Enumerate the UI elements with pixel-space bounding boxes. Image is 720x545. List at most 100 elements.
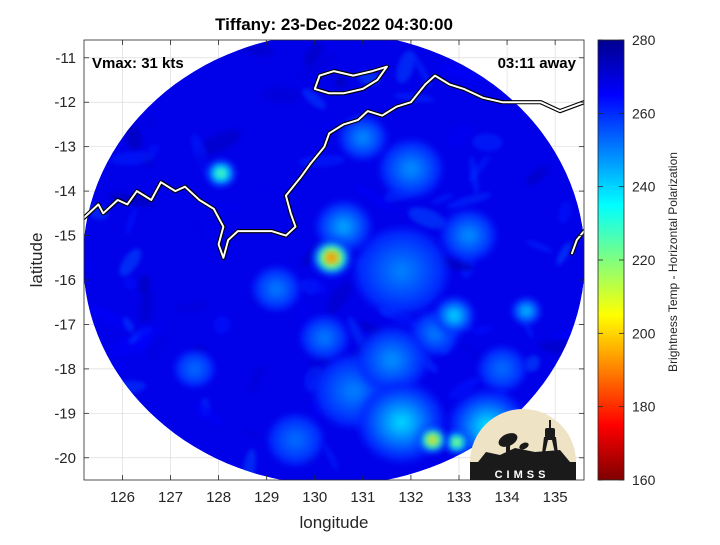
texture-streak [448, 376, 481, 400]
chart-title: Tiffany: 23-Dec-2022 04:30:00 [215, 15, 453, 34]
cloud-feature [218, 170, 224, 176]
texture-streak [301, 108, 345, 131]
colorbar-ticks: 280 260 240 220 200 180 160 [598, 32, 656, 488]
x-tick-label: 133 [446, 489, 471, 506]
y-tick-label: -16 [54, 272, 76, 289]
cloud-feature [430, 329, 440, 338]
cloud-feature [271, 284, 281, 293]
colorbar-tick-label: 200 [632, 325, 656, 341]
colorbar-tick-label: 260 [632, 105, 656, 121]
texture-streak [558, 200, 572, 224]
texture-streak [440, 65, 482, 82]
texture-streak [354, 184, 393, 211]
texture-streak [192, 223, 202, 240]
texture-streak [310, 64, 318, 79]
texture-streak [408, 207, 447, 230]
texture-streak [310, 399, 320, 423]
texture-streak [276, 356, 290, 366]
cloud-feature [385, 354, 399, 366]
coastline [84, 64, 584, 260]
x-axis: 126 127 128 129 130 131 132 133 134 135 [110, 40, 568, 506]
texture-streak [247, 174, 276, 207]
y-tick-label: -13 [54, 139, 76, 156]
cloud-feature [392, 263, 410, 280]
texture-streak [335, 75, 347, 89]
texture-streak [430, 193, 455, 205]
cloud-feature [190, 365, 199, 373]
x-tick-label: 126 [110, 489, 135, 506]
texture-streak [469, 156, 479, 194]
texture-streak [396, 50, 416, 84]
y-axis: -11 -12 -13 -14 -15 -16 -17 -18 -19 -20 [54, 50, 584, 467]
texture-streak [193, 403, 225, 426]
y-tick-label: -19 [54, 405, 76, 422]
texture-streak [525, 239, 553, 253]
x-tick-label: 129 [254, 489, 279, 506]
cloud-feature [327, 254, 336, 262]
texture-streak [472, 324, 493, 336]
texture-streak [525, 166, 549, 186]
coastline-line [313, 65, 388, 95]
texture-streak [245, 428, 263, 440]
texture-streak [303, 43, 323, 66]
texture-streak [125, 206, 138, 236]
colorbar-tick-label: 280 [632, 32, 656, 48]
texture-streak [263, 86, 301, 105]
texture-streak [123, 317, 135, 333]
cloud-feature [320, 333, 329, 342]
vmax-annotation: Vmax: 31 kts [92, 55, 184, 72]
texture-streak [448, 123, 471, 148]
logo-text: CIMSS [495, 469, 550, 481]
x-tick-label: 131 [350, 489, 375, 506]
texture-streak [213, 316, 231, 334]
y-tick-label: -17 [54, 316, 76, 333]
y-tick-label: -15 [54, 228, 76, 245]
x-tick-label: 132 [398, 489, 423, 506]
texture-streak [125, 124, 142, 151]
texture-streak [412, 53, 433, 89]
x-tick-label: 128 [206, 489, 231, 506]
texture-streak [88, 304, 132, 331]
texture-streak [472, 133, 503, 152]
texture-streak [556, 242, 571, 266]
texture-streak [302, 88, 327, 110]
coastline-line [571, 230, 584, 255]
coastline-line [84, 74, 584, 259]
y-tick-label: -12 [54, 94, 76, 111]
y-tick-label: -14 [54, 183, 76, 200]
cloud-feature [450, 312, 458, 319]
cimss-logo: CIMSS [470, 409, 576, 481]
colorbar-tick-label: 160 [632, 472, 656, 488]
texture-streak [140, 334, 168, 365]
cloud-feature [454, 440, 459, 445]
x-axis-label: longitude [299, 513, 368, 532]
cloud-feature [338, 222, 349, 232]
texture-streak [311, 278, 326, 294]
colorbar-tick-label: 180 [632, 399, 656, 415]
x-tick-label: 135 [543, 489, 568, 506]
texture-streak [147, 144, 160, 155]
texture-streak [299, 53, 339, 77]
cloud-feature [405, 163, 417, 175]
texture-streak [326, 281, 352, 315]
texture-streak [524, 355, 540, 372]
texture-streak [139, 288, 153, 328]
texture-streak [110, 150, 156, 166]
cloud-feature [393, 414, 410, 430]
texture-streak [446, 192, 492, 209]
axes-box [83, 39, 585, 481]
y-axis-label: latitude [27, 233, 46, 288]
colorbar-label: Brightness Temp - Horizontal Polarizatio… [666, 152, 680, 372]
cloud-feature [497, 364, 507, 373]
texture-streak [240, 43, 275, 57]
cloud-feature [358, 133, 368, 142]
texture-streak [214, 202, 244, 213]
swath-features [175, 116, 541, 465]
texture-streak [160, 114, 178, 146]
y-tick-label: -18 [54, 361, 76, 378]
cloud-feature [346, 384, 361, 398]
y-tick-label: -20 [54, 450, 76, 467]
colorbar-tick-label: 240 [632, 179, 656, 195]
